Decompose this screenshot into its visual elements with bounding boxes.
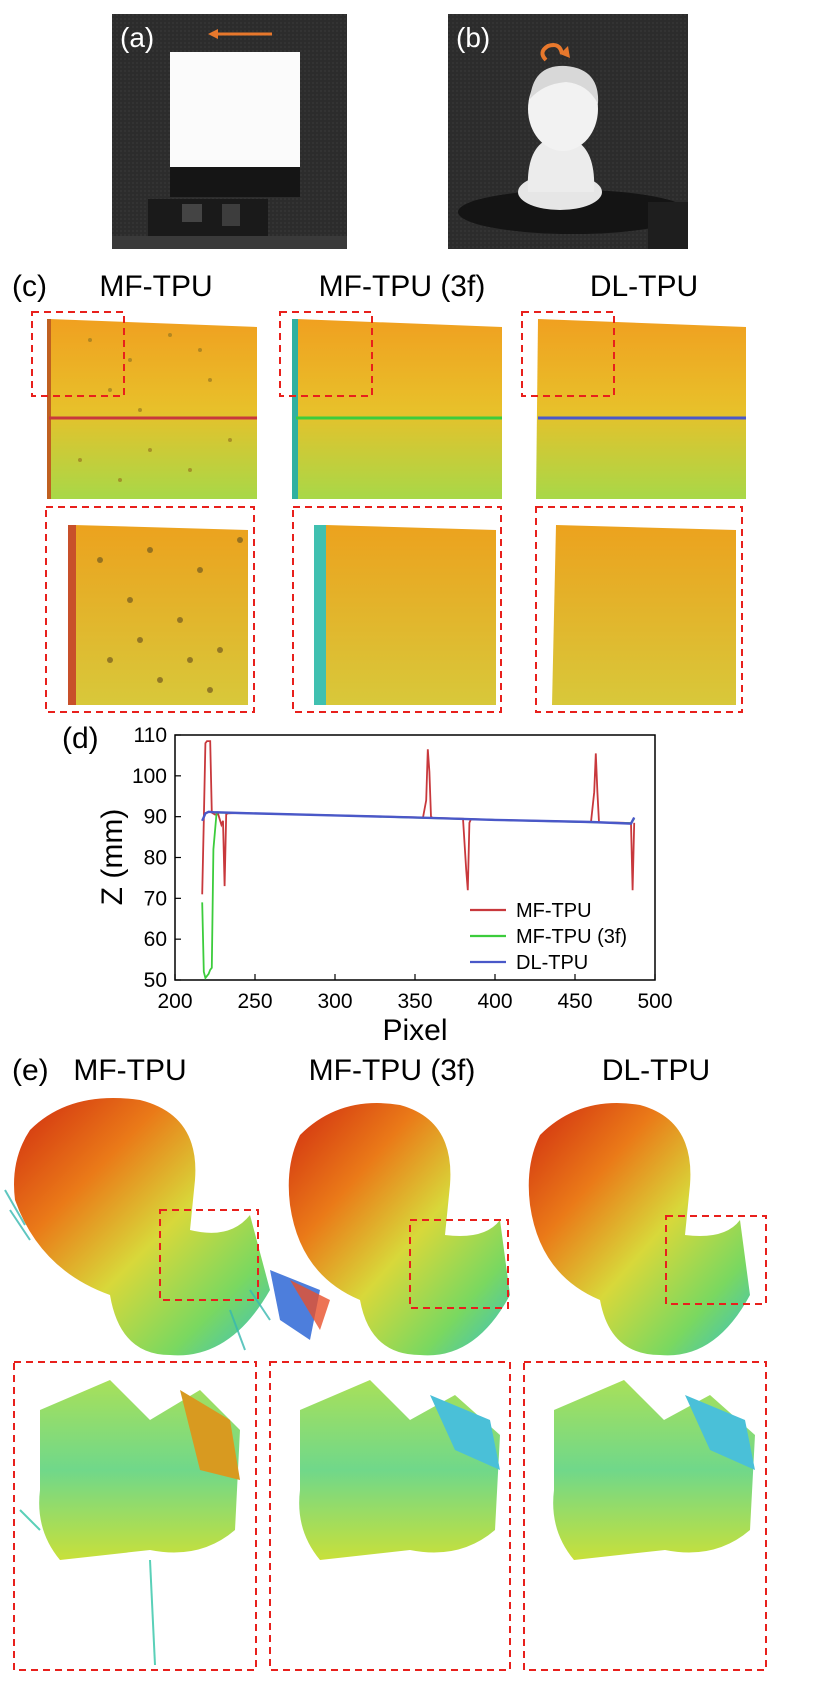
photo-a-drawing xyxy=(112,14,347,249)
mf-tpu-3f-zoom-3d xyxy=(269,1361,511,1671)
panel-d-letter: (d) xyxy=(62,722,99,755)
panel-c-title-mf-tpu-3f: MF-TPU (3f) xyxy=(318,270,486,303)
dl-tpu-zoom-3d xyxy=(523,1361,767,1671)
series-line-3 xyxy=(201,810,636,825)
y-tick-label: 50 xyxy=(144,969,167,992)
x-tick-label: 200 xyxy=(157,990,192,1013)
white-board xyxy=(170,52,300,167)
panel-c-letter: (c) xyxy=(12,270,47,303)
y-tick-label: 80 xyxy=(144,847,167,870)
panel-b-letter: (b) xyxy=(456,22,491,53)
y-tick-label: 110 xyxy=(134,724,167,747)
x-tick-label: 400 xyxy=(477,990,512,1013)
dl-tpu-zoom xyxy=(535,506,743,713)
x-tick-label: 300 xyxy=(317,990,352,1013)
rotate-arrow-icon xyxy=(540,43,564,62)
mf-tpu-zoom-3d xyxy=(13,1361,257,1671)
panel-a-letter: (a) xyxy=(120,22,155,53)
panel-e-title-dl-tpu: DL-TPU xyxy=(601,1054,711,1087)
panel-c-title-mf-tpu: MF-TPU xyxy=(99,270,213,303)
panel-c-title-dl-tpu: DL-TPU xyxy=(589,270,699,303)
x-tick-label: 450 xyxy=(557,990,592,1013)
mf-tpu-head xyxy=(4,1098,271,1356)
y-tick-label: 90 xyxy=(144,806,167,829)
y-tick-label: 60 xyxy=(144,928,167,951)
photo-a: (a) xyxy=(112,14,347,249)
mf-tpu-plane xyxy=(47,319,257,499)
panel-c-images xyxy=(31,311,746,713)
panel-d-chart: 200 250 300 350 400 450 500 50 60 70 80 90 100 110 P… xyxy=(96,724,673,1047)
x-tick-label: 250 xyxy=(237,990,272,1013)
y-tick-label: 100 xyxy=(132,765,167,788)
panel-e-letter: (e) xyxy=(12,1054,49,1087)
mf-tpu-3f-zoom xyxy=(292,506,502,713)
dl-tpu-head xyxy=(528,1103,750,1356)
mf-tpu-3f-plane xyxy=(292,319,502,499)
mf-tpu-zoom xyxy=(45,506,255,713)
mf-tpu-3f-head xyxy=(270,1103,510,1356)
chart-legend: MF-TPU MF-TPU (3f) DL-TPU xyxy=(470,900,627,974)
dl-tpu-plane xyxy=(536,319,746,499)
legend-label: MF-TPU xyxy=(516,900,592,922)
y-axis-label: Z (mm) xyxy=(96,809,129,906)
panel-e-title-mf-tpu: MF-TPU xyxy=(73,1054,187,1087)
panel-e-images xyxy=(4,1098,767,1671)
legend-label: MF-TPU (3f) xyxy=(516,926,627,948)
panel-e-title-mf-tpu-3f: MF-TPU (3f) xyxy=(308,1054,476,1087)
photo-b-drawing xyxy=(448,14,688,249)
photo-b: (b) xyxy=(448,14,688,249)
x-tick-label: 500 xyxy=(637,990,672,1013)
x-axis-label: Pixel xyxy=(382,1014,447,1047)
y-tick-label: 70 xyxy=(144,887,167,910)
legend-label: DL-TPU xyxy=(516,952,588,974)
x-tick-label: 350 xyxy=(397,990,432,1013)
